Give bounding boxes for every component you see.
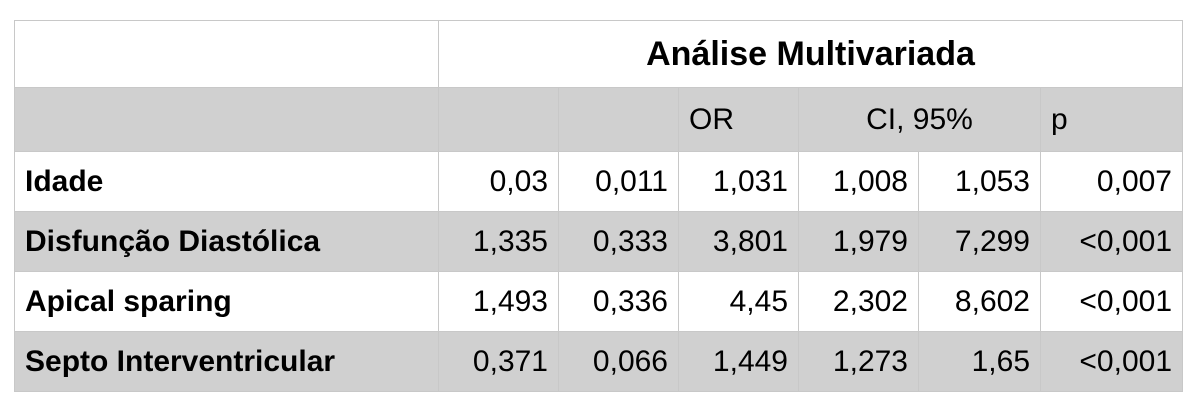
value-cell: 1,65 (918, 331, 1041, 392)
header-cell: OR (678, 87, 799, 152)
value-cell: 1,335 (438, 211, 559, 272)
value-cell: <0,001 (1040, 331, 1183, 392)
value-cell: 2,302 (798, 271, 919, 332)
value-cell: 1,449 (678, 331, 799, 392)
value-cell: 0,336 (558, 271, 679, 332)
value-cell: 0,011 (558, 151, 679, 212)
value-cell: 1,493 (438, 271, 559, 332)
data-row: Idade 0,03 0,011 1,031 1,008 1,053 0,007 (14, 151, 1183, 212)
value-cell: 0,066 (558, 331, 679, 392)
row-label: Idade (14, 151, 439, 212)
header-cell: p (1040, 87, 1183, 152)
empty-cell (438, 87, 559, 152)
value-cell: 7,299 (918, 211, 1041, 272)
empty-cell (14, 87, 439, 152)
value-cell: 1,031 (678, 151, 799, 212)
data-row: Disfunção Diastólica 1,335 0,333 3,801 1,979… (14, 211, 1183, 272)
row-label: Apical sparing (14, 271, 439, 332)
row-label: Septo Interventricular (14, 331, 439, 392)
value-cell: 1,273 (798, 331, 919, 392)
value-cell: 3,801 (678, 211, 799, 272)
results-table: Análise Multivariada OR CI, 95% p Idade 0… (14, 20, 1183, 392)
header-row: OR CI, 95% p (14, 87, 1183, 152)
value-cell: 1,008 (798, 151, 919, 212)
value-cell: 0,333 (558, 211, 679, 272)
value-cell: <0,001 (1040, 271, 1183, 332)
title-row: Análise Multivariada (14, 20, 1183, 88)
value-cell: 1,053 (918, 151, 1041, 212)
empty-cell (558, 87, 679, 152)
value-cell: 1,979 (798, 211, 919, 272)
header-cell: CI, 95% (798, 87, 1041, 152)
row-label: Disfunção Diastólica (14, 211, 439, 272)
empty-cell (14, 20, 439, 88)
value-cell: 8,602 (918, 271, 1041, 332)
value-cell: 4,45 (678, 271, 799, 332)
value-cell: 0,03 (438, 151, 559, 212)
value-cell: 0,371 (438, 331, 559, 392)
value-cell: 0,007 (1040, 151, 1183, 212)
table-title: Análise Multivariada (438, 20, 1183, 88)
value-cell: <0,001 (1040, 211, 1183, 272)
data-row: Septo Interventricular 0,371 0,066 1,449 1,2… (14, 331, 1183, 392)
data-row: Apical sparing 1,493 0,336 4,45 2,302 8,602 <0… (14, 271, 1183, 332)
